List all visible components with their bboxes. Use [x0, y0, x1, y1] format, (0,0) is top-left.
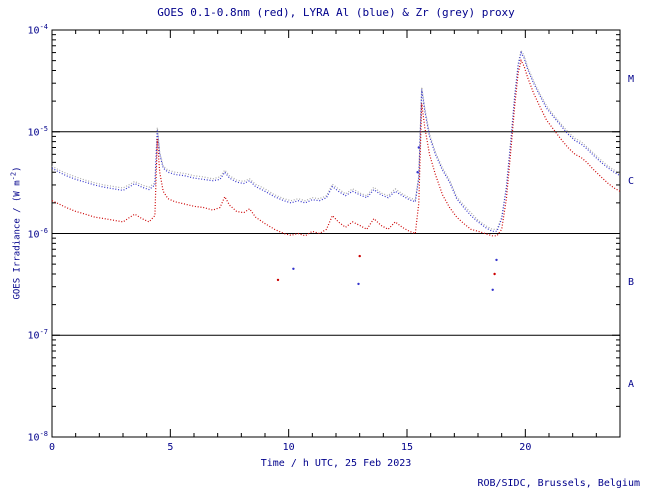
- x-tick-label: 20: [519, 442, 532, 453]
- x-tick-label: 0: [48, 442, 56, 453]
- x-tick-label: 15: [400, 442, 414, 453]
- y-tick-label: 10-4: [27, 23, 48, 37]
- x-tick-label: 10: [282, 442, 295, 453]
- x-axis-label: Time / h UTC, 25 Feb 2023: [260, 458, 412, 469]
- y-tick-label: 10-8: [27, 430, 48, 444]
- flare-class-label-a: A: [628, 379, 635, 391]
- chart-title: GOES 0.1-0.8nm (red), LYRA Al (blue) & Z…: [157, 6, 515, 19]
- outlier-dot: [276, 278, 280, 282]
- outlier-dot: [416, 171, 419, 174]
- y-tick-label: 10-5: [27, 124, 48, 139]
- outlier-dot: [491, 288, 494, 291]
- x-tick-label: 5: [167, 442, 174, 453]
- outlier-dot: [495, 258, 498, 262]
- y-tick-label: 10-7: [27, 328, 48, 342]
- flare-class-label-b: B: [628, 277, 635, 289]
- credit-text: ROB/SIDC, Brussels, Belgium: [477, 478, 640, 489]
- flare-class-label-m: M: [628, 73, 635, 85]
- outlier-dot: [417, 146, 420, 149]
- series-zr-grey: [51, 48, 621, 230]
- outlier-dot: [358, 254, 361, 258]
- outlier-dot: [292, 267, 295, 270]
- flare-class-label-c: C: [628, 175, 635, 187]
- outlier-dot: [357, 282, 360, 286]
- y-tick-label: 10-6: [27, 226, 48, 240]
- series-al-blue: [51, 50, 621, 232]
- outlier-dot: [493, 272, 496, 276]
